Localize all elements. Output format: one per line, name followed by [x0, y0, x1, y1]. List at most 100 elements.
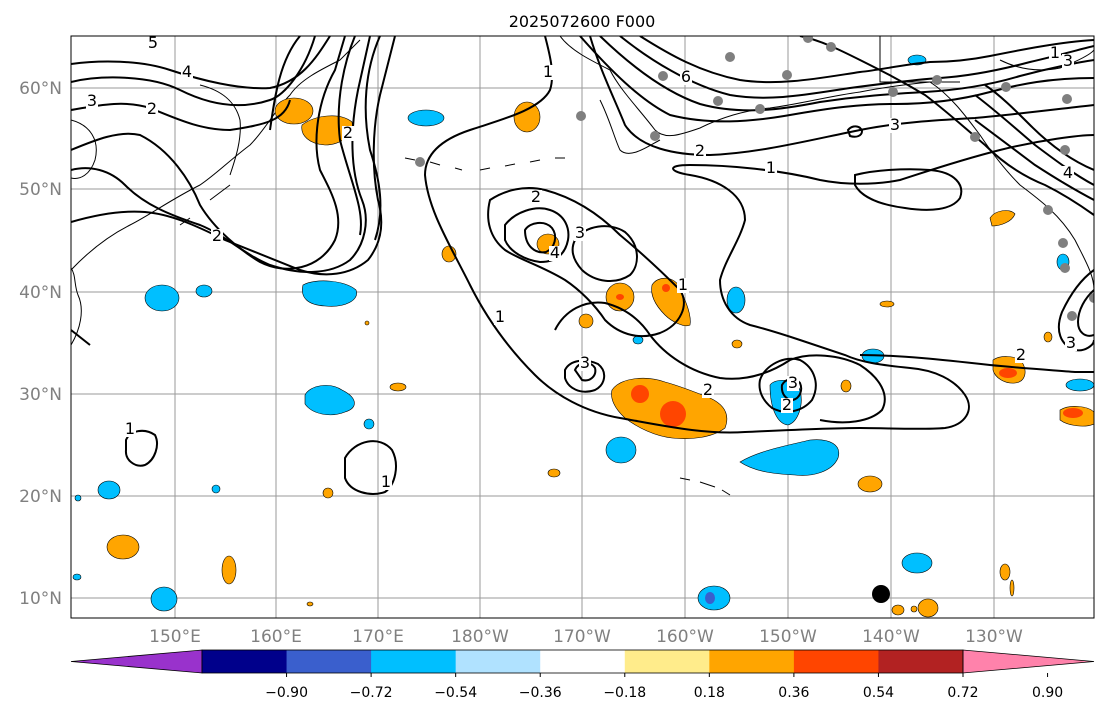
- contour-label: 2: [343, 123, 353, 142]
- contour-label: 3: [1066, 333, 1076, 352]
- contour-label-bg: [765, 161, 777, 176]
- lat-label: 30°N: [19, 385, 62, 405]
- contour-label-bg: [787, 376, 799, 391]
- contour-label: 3: [788, 373, 798, 392]
- station-markers: [415, 36, 1094, 321]
- colorbar-max-extend: [962, 649, 1095, 674]
- colorbar-tick-label: 0.18: [694, 685, 725, 701]
- strong-positive-shading: [616, 284, 1083, 427]
- lon-label: 150°E: [149, 627, 201, 647]
- latitude-axis: 60°N 50°N 40°N 30°N 20°N 10°N: [19, 79, 62, 609]
- contour-label: 2: [212, 226, 222, 245]
- lat-label: 20°N: [19, 487, 62, 507]
- colorbar-segment: [624, 650, 710, 673]
- contour-label-bg: [86, 94, 98, 109]
- contour-label-bg: [1065, 336, 1077, 351]
- lon-label: 140°W: [862, 627, 920, 647]
- contour-label-bg: [211, 229, 223, 244]
- colorbar: −0.90 −0.72 −0.54 −0.36 −0.18 0.18 0.36 0.54 0.7…: [70, 649, 1095, 701]
- observation-marker: [872, 585, 890, 603]
- colorbar-frame: [201, 649, 964, 674]
- lon-label: 170°W: [553, 627, 611, 647]
- contour-label: 4: [182, 62, 192, 81]
- contour-label-bg: [1062, 166, 1074, 181]
- contour-label: 2: [695, 141, 705, 160]
- colorbar-segment: [455, 650, 541, 673]
- lon-label: 150°W: [759, 627, 817, 647]
- contour-label: 3: [890, 115, 900, 134]
- colorbar-segment: [286, 650, 372, 673]
- contour-label-bg: [549, 246, 561, 261]
- contour-label: 4: [550, 243, 560, 262]
- colorbar-segment: [709, 650, 795, 673]
- contour-label: 2: [703, 380, 713, 399]
- contour-label: 2: [1016, 345, 1026, 364]
- lon-label: 160°E: [250, 627, 302, 647]
- contour-label: 1: [543, 62, 553, 81]
- map-title: 2025072600 F000: [509, 12, 656, 31]
- contour-label-bg: [542, 65, 554, 80]
- colorbar-tick-label: −0.72: [350, 685, 393, 701]
- contour-label-bg: [680, 70, 692, 85]
- lat-label: 10°N: [19, 589, 62, 609]
- coastlines: [71, 36, 1094, 496]
- map-frame: [70, 35, 1095, 619]
- contour-lines: [71, 36, 1094, 495]
- colorbar-tick-label: 0.54: [863, 685, 894, 701]
- contour-label-bg: [380, 475, 392, 490]
- contour-label-bg: [1049, 46, 1061, 61]
- lon-label: 130°W: [965, 627, 1023, 647]
- contour-label: 2: [531, 187, 541, 206]
- contour-label-bg: [702, 383, 714, 398]
- colorbar-tick-label: −0.90: [265, 685, 308, 701]
- contour-label-bg: [124, 422, 136, 437]
- contour-label: 3: [87, 91, 97, 110]
- contour-label-bg: [1062, 54, 1074, 69]
- contour-label: 1: [1050, 43, 1060, 62]
- contour-label: 1: [381, 472, 391, 491]
- contour-label-bg: [342, 126, 354, 141]
- lon-label: 180°W: [451, 627, 509, 647]
- longitude-axis: 150°E 160°E 170°E 180°W 170°W 160°W 150°…: [149, 627, 1023, 647]
- colorbar-tick-label: −0.18: [603, 685, 646, 701]
- colorbar-segment: [202, 650, 288, 673]
- contour-label-bg: [579, 356, 591, 371]
- contour-label: 6: [681, 67, 691, 86]
- contour-label-bg: [1015, 348, 1027, 363]
- strong-negative-shading: [705, 592, 715, 604]
- colorbar-segment: [540, 650, 626, 673]
- contour-label: 1: [766, 158, 776, 177]
- contour-label-bg: [181, 65, 193, 80]
- contour-label: 3: [580, 353, 590, 372]
- colorbar-segment: [793, 650, 879, 673]
- contour-label: 5: [148, 33, 158, 52]
- contour-label: 3: [1063, 51, 1073, 70]
- contour-label: 3: [575, 223, 585, 242]
- colorbar-tick-label: −0.36: [519, 685, 562, 701]
- contour-label: 2: [147, 99, 157, 118]
- contour-label-bg: [494, 310, 506, 325]
- lon-label: 160°W: [656, 627, 714, 647]
- lon-label: 170°E: [352, 627, 404, 647]
- lat-label: 50°N: [19, 180, 62, 200]
- contour-label-bg: [147, 36, 159, 51]
- contour-label: 2: [782, 395, 792, 414]
- colorbar-tick-label: −0.54: [434, 685, 477, 701]
- colorbar-tick-label: 0.36: [778, 685, 809, 701]
- positive-shading: [106, 97, 1094, 618]
- contour-label-bg: [146, 102, 158, 117]
- contour-label: 1: [125, 419, 135, 438]
- contour-label-bg: [574, 226, 586, 241]
- contour-label-bg: [530, 190, 542, 205]
- contour-label: 4: [1063, 163, 1073, 182]
- colorbar-segment: [878, 650, 964, 673]
- contour-label-bg: [781, 398, 793, 413]
- lat-label: 40°N: [19, 283, 62, 303]
- colorbar-tick-label: 0.72: [947, 685, 978, 701]
- negative-shading: [72, 54, 1094, 612]
- contour-label-bg: [889, 118, 901, 133]
- contour-label-bg: [677, 278, 689, 293]
